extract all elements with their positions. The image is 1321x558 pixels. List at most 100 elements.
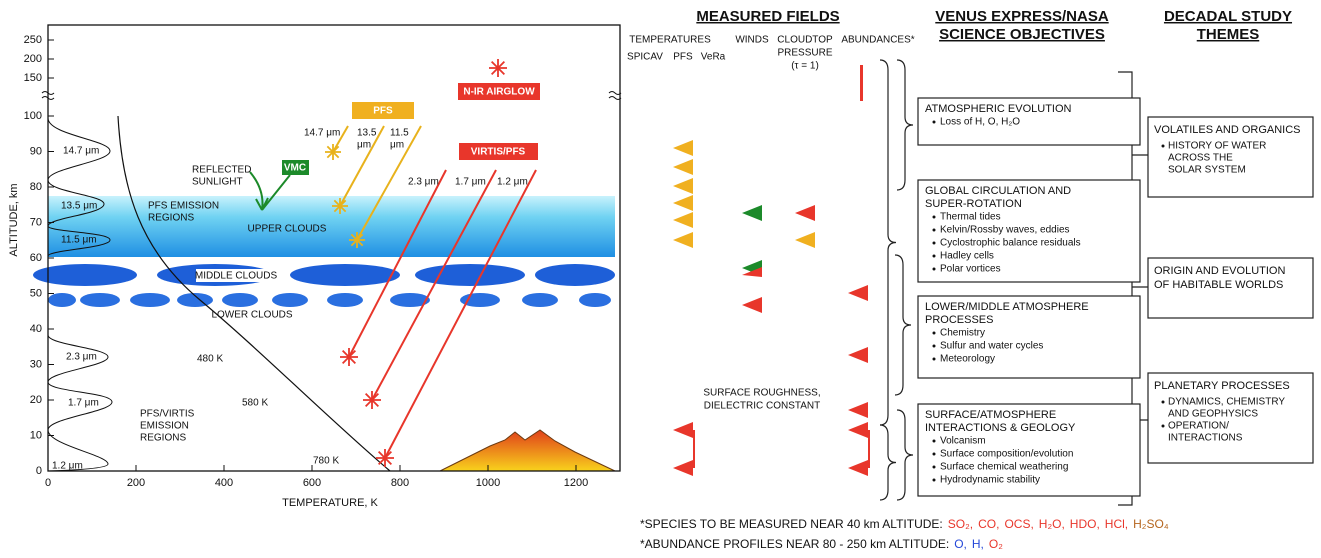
theme-title: OF HABITABLE WORLDS	[1154, 279, 1283, 291]
y-tick-label: 90	[30, 145, 42, 157]
middle-clouds	[33, 264, 615, 286]
plot-frame	[47, 24, 621, 472]
measurement-markers	[673, 65, 870, 476]
arrow-label: 1.2 μm	[497, 177, 528, 188]
objective-item: Loss of H, O, H₂O	[940, 117, 1020, 128]
objective-title: SUPER-ROTATION	[925, 198, 1022, 210]
band-label: 1.2 μm	[52, 461, 83, 472]
emission-star	[332, 198, 348, 214]
pfs-box	[352, 102, 414, 119]
reflected-arrow	[249, 171, 291, 211]
arrow-label: 11.5	[390, 128, 409, 139]
region-label: PFS/VIRTIS	[140, 409, 195, 420]
band-label: 14.7 μm	[63, 146, 99, 157]
y-tick-label: 80	[30, 181, 42, 193]
species: H₂SO₄	[1133, 517, 1169, 531]
region-label: PFS EMISSION	[148, 201, 219, 212]
theme-box	[1147, 116, 1314, 198]
temp-label: 480 K	[197, 354, 223, 365]
x-tick-label: 1000	[476, 477, 500, 489]
species: H,	[972, 537, 984, 551]
x-tick-label: 200	[127, 477, 145, 489]
objective-item: Cyclostrophic balance residuals	[940, 238, 1081, 249]
brace	[896, 409, 914, 501]
theme-title: PLANETARY PROCESSES	[1154, 380, 1290, 392]
objective-item: Sulfur and water cycles	[940, 341, 1043, 352]
y-tick-label: 100	[24, 110, 42, 122]
emission-star	[363, 391, 381, 409]
theme-item: INTERACTIONS	[1168, 433, 1243, 444]
axis-break	[41, 91, 55, 100]
bullet	[932, 344, 936, 348]
species: HDO,	[1070, 517, 1100, 531]
y-tick-label: 60	[30, 252, 42, 264]
bullet	[1161, 144, 1165, 148]
band-label: 2.3 μm	[66, 352, 97, 363]
arrow-label: 13.5	[357, 128, 377, 139]
temperature-profile	[117, 115, 391, 472]
cloud-label: UPPER CLOUDS	[248, 224, 327, 235]
theme-title: ORIGIN AND EVOLUTION	[1154, 265, 1285, 277]
theme-box	[1147, 372, 1314, 464]
temp-label: 780 K	[313, 456, 339, 467]
column-header: PFS	[673, 52, 693, 63]
vmc-box	[282, 160, 309, 175]
theme-item: SOLAR SYSTEM	[1168, 165, 1246, 176]
x-tick-label: 800	[391, 477, 409, 489]
bullet	[932, 439, 936, 443]
section-title: SCIENCE OBJECTIVES	[939, 26, 1105, 43]
theme-item: AND GEOPHYSICS	[1168, 409, 1258, 420]
temp-label: 580 K	[242, 398, 268, 409]
objective-title: PROCESSES	[925, 314, 993, 326]
bullet	[932, 331, 936, 335]
column-header: TEMPERATURES	[629, 35, 711, 46]
bullet	[932, 215, 936, 219]
arrow-label: μm	[390, 140, 404, 151]
cloud-label: LOWER CLOUDS	[211, 310, 292, 321]
y-tick-label: 50	[30, 287, 42, 299]
bullet	[932, 241, 936, 245]
bullet	[932, 465, 936, 469]
brace	[896, 59, 914, 191]
emission-star	[489, 59, 507, 77]
brace	[879, 59, 897, 426]
bullet	[932, 120, 936, 124]
x-tick-label: 600	[303, 477, 321, 489]
x-tick-label: 1200	[564, 477, 588, 489]
region-label: EMISSION	[140, 421, 189, 432]
region-label: REGIONS	[140, 433, 186, 444]
pfs-label: PFS	[373, 106, 393, 117]
objective-title: ATMOSPHERIC EVOLUTION	[925, 103, 1072, 115]
footnote: *SPECIES TO BE MEASURED NEAR 40 km ALTIT…	[640, 517, 1169, 531]
theme-item: DYNAMICS, CHEMISTRY	[1168, 397, 1285, 408]
y-tick-label: 250	[24, 34, 42, 46]
annotation: DIELECTRIC CONSTANT	[704, 401, 821, 412]
cloud-label: MIDDLE CLOUDS	[195, 271, 278, 282]
y-tick-label: 150	[24, 72, 42, 84]
objective-box	[917, 97, 1141, 146]
vmc-label: VMC	[284, 163, 306, 174]
bullet	[1161, 424, 1165, 428]
arrow-label: μm	[357, 140, 371, 151]
column-header: PRESSURE	[777, 48, 832, 59]
axis-break	[608, 91, 622, 100]
labels: 0 10 20 30 40 50 60 70 80 90 100 150 200 250 0 200 400 60…	[8, 8, 1314, 551]
objective-title: LOWER/MIDDLE ATMOSPHERE	[925, 301, 1089, 313]
bracket	[1118, 71, 1148, 506]
x-tick-label: 400	[215, 477, 233, 489]
annotation: REFLECTED	[192, 165, 251, 176]
pfs-arrows	[332, 125, 422, 241]
virtis-arrows	[348, 169, 537, 459]
section-title: MEASURED FIELDS	[696, 8, 839, 25]
objective-item: Chemistry	[940, 328, 985, 339]
bullet	[932, 452, 936, 456]
objective-title: INTERACTIONS & GEOLOGY	[925, 422, 1076, 434]
annotation: SUNLIGHT	[192, 177, 243, 188]
pfs-emission-curve	[47, 117, 111, 257]
objective-box	[917, 295, 1141, 379]
bullet	[932, 478, 936, 482]
column-header: WINDS	[735, 35, 769, 46]
bullet	[932, 267, 936, 271]
species: CO,	[978, 517, 999, 531]
